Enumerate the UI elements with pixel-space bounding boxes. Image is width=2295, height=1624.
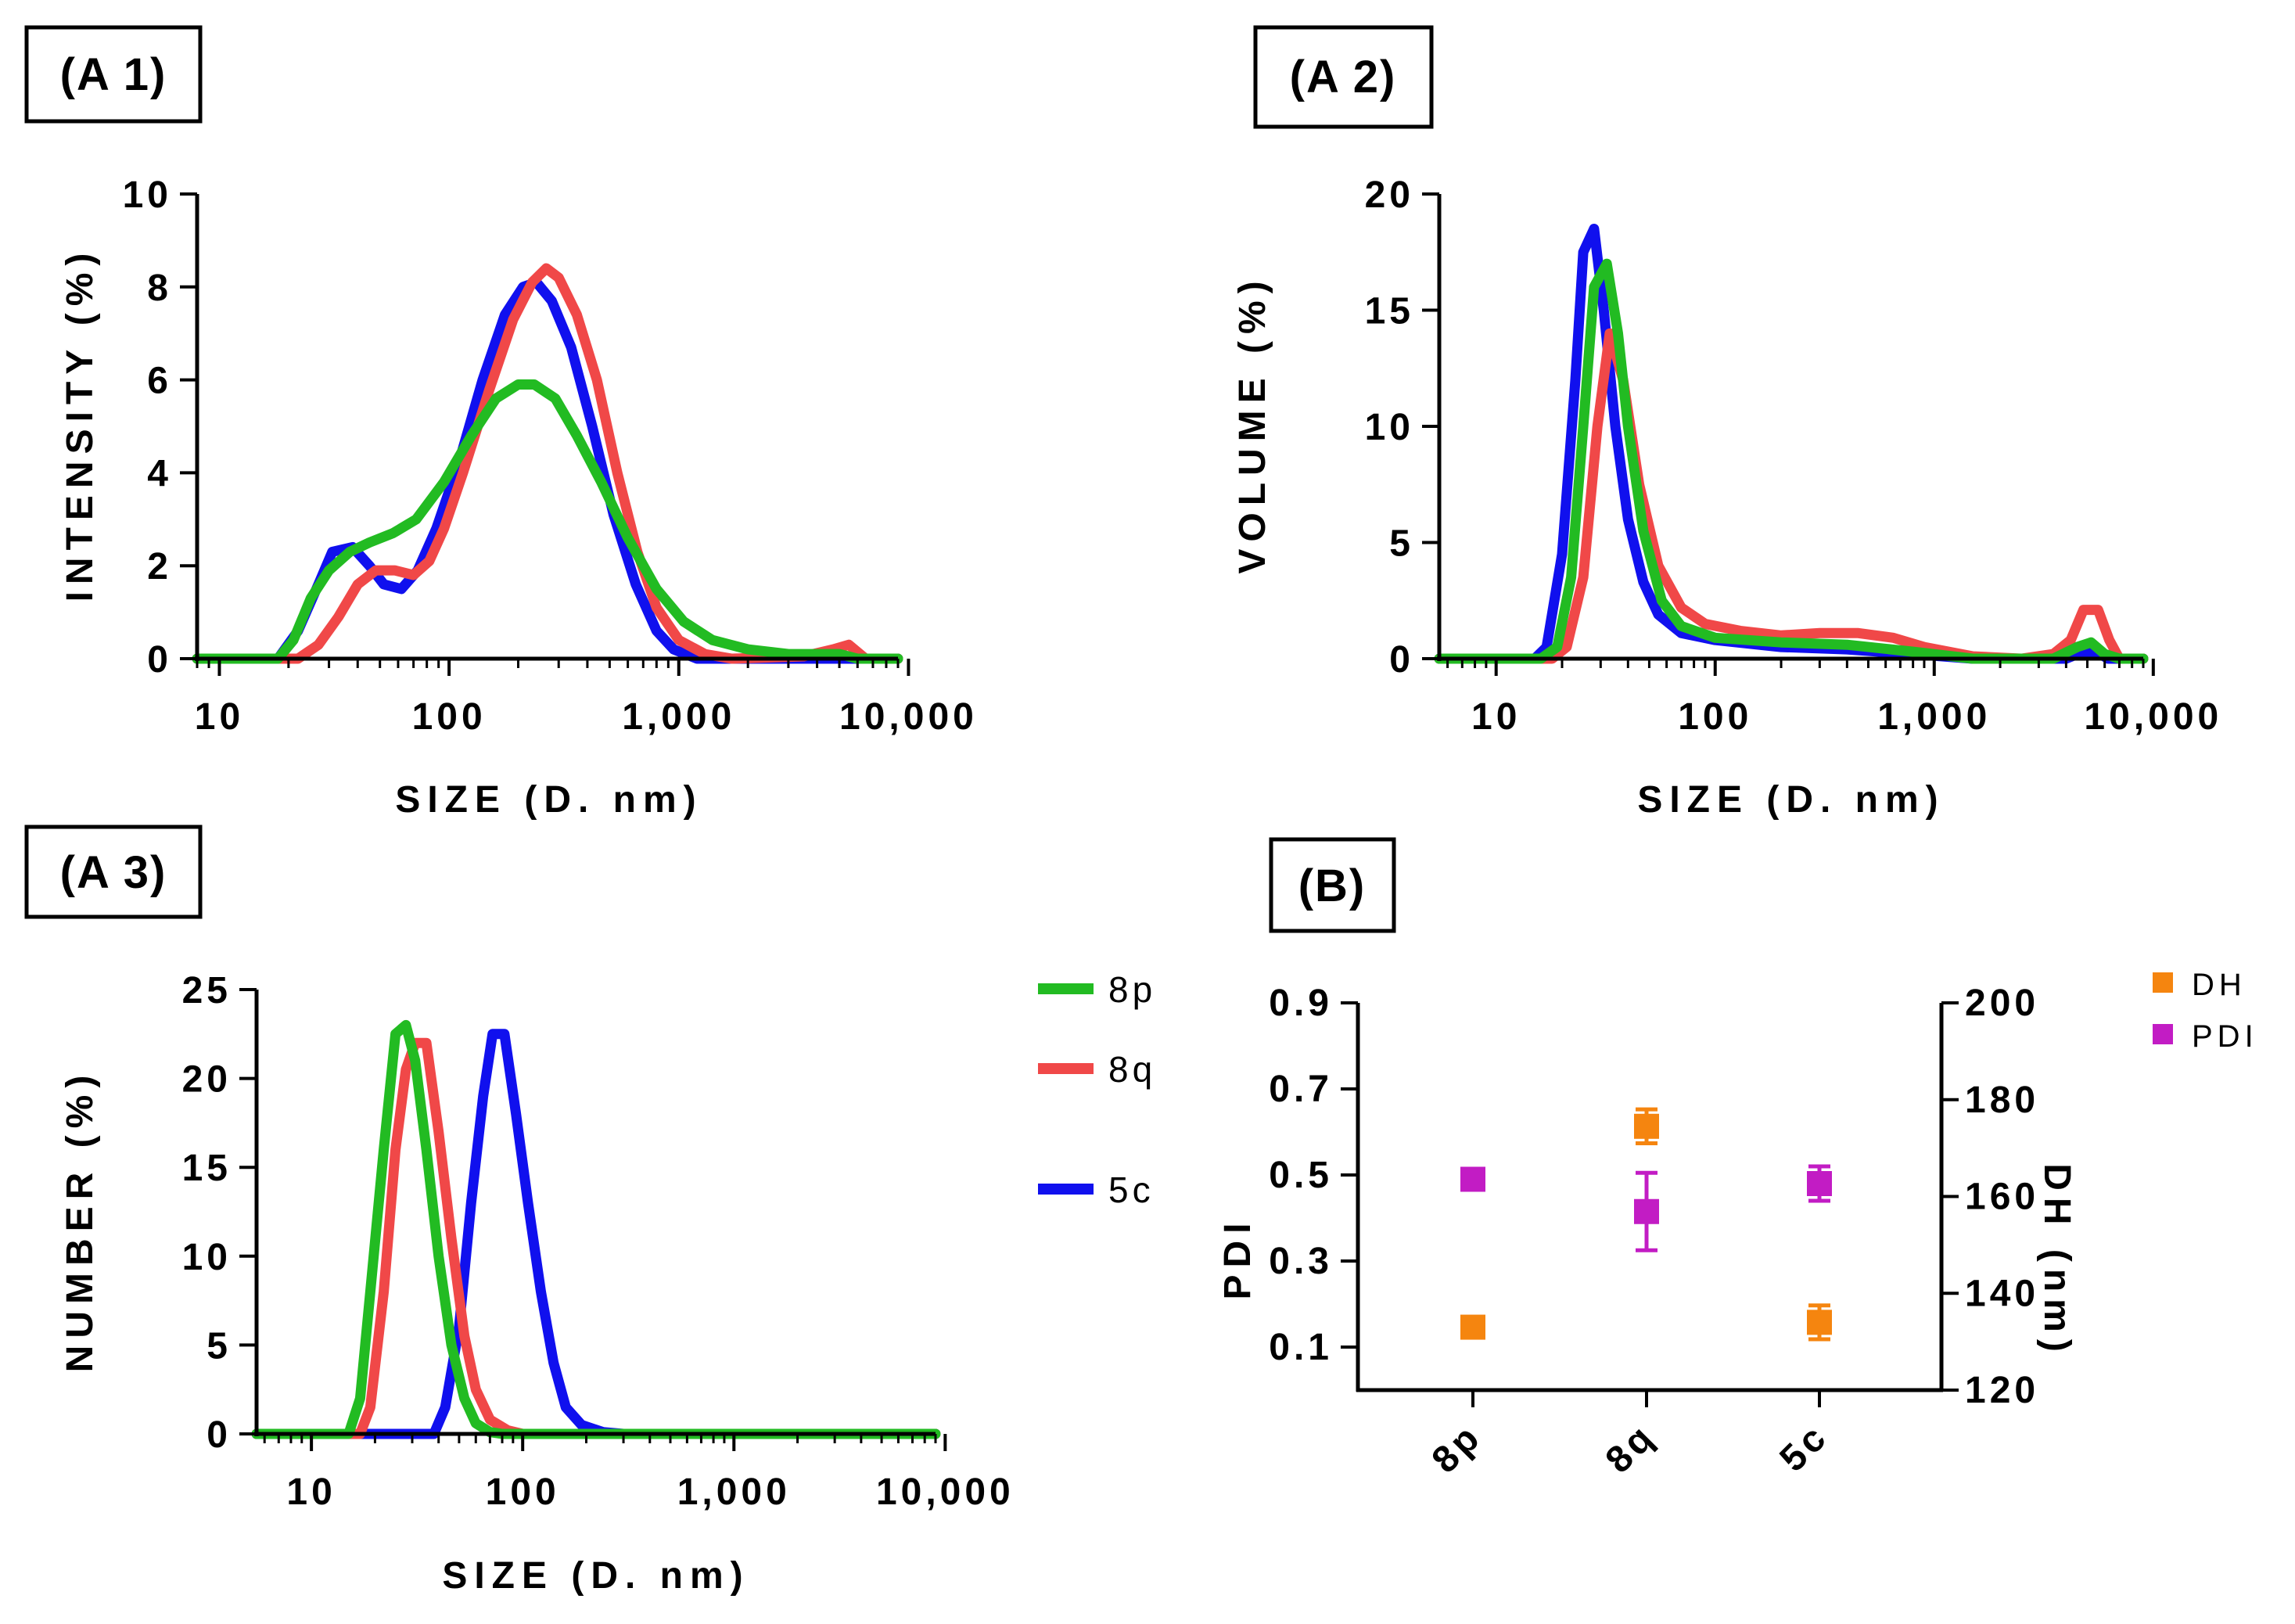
- a2-y-tick-label: 0: [1389, 639, 1414, 681]
- b-y-tick-label: 0.9: [1269, 983, 1333, 1024]
- a3-y-tick-label: 15: [182, 1148, 232, 1189]
- a2-series-5c: [1434, 224, 2149, 664]
- a3-y-tick-label: 25: [182, 970, 232, 1011]
- legend-swatch-pdi: [2153, 1024, 2173, 1044]
- b-y2-tick-label: 140: [1965, 1273, 2039, 1314]
- a1-x-tick-label: 10,000: [839, 696, 978, 738]
- a1-series-8p: [192, 379, 903, 664]
- b-point-PDI-8q: [1634, 1198, 1659, 1224]
- plot-a1: 0 2 4 6 8 10 10 100 1,000 10,000: [123, 174, 978, 738]
- a2-series-8p: [1434, 258, 2149, 664]
- a3-series-8q: [251, 1037, 941, 1439]
- a1-y-tick-label: 2: [147, 546, 172, 587]
- panel-b: (B) 0.1 0.3 0.5 0.7 0.9 120 140 160 180 200 8p 8q 5c…: [1217, 837, 2258, 1481]
- a2-y-tick-label: 10: [1365, 407, 1414, 448]
- a1-x-tick-label: 1,000: [622, 696, 735, 738]
- a1-y-tick-label: 6: [147, 361, 172, 402]
- a1-y-axis-title: INTENSITY (%): [59, 246, 101, 602]
- b-y2-tick-label: 120: [1965, 1370, 2039, 1411]
- b-point-DH-5c: [1807, 1310, 1832, 1335]
- a3-x-tick-label: 10: [286, 1471, 336, 1513]
- a2-x-tick-label: 1,000: [1877, 696, 1991, 738]
- panel-a3: (A 3) 0 5 10 15 20 25 10 100 1,000 10,000 SIZE (D…: [24, 825, 1015, 1597]
- b-x-tick-label: 8q: [1598, 1415, 1664, 1481]
- panel-a1-label-box: [24, 25, 203, 124]
- a1-y-tick-label: 0: [147, 639, 172, 681]
- plot-a3: 0 5 10 15 20 25 10 100 1,000 10,000: [182, 970, 1015, 1513]
- panel-a2-label: (A 2): [1290, 52, 1397, 102]
- b-y2-tick-label: 200: [1965, 983, 2039, 1024]
- a2-y-tick-label: 5: [1389, 523, 1414, 565]
- b-y-tick-label: 0.5: [1269, 1155, 1333, 1196]
- a1-series-5c: [192, 277, 903, 664]
- a3-x-tick-label: 100: [486, 1471, 560, 1513]
- b-y-axis-title: PDI: [1217, 1216, 1259, 1299]
- legend-label-5c: 5c: [1108, 1169, 1155, 1210]
- a2-y-tick-label: 20: [1365, 174, 1414, 216]
- a3-y-tick-label: 10: [182, 1237, 232, 1278]
- b-x-tick-label: 5c: [1772, 1415, 1836, 1479]
- plot-b: 0.1 0.3 0.5 0.7 0.9 120 140 160 180 200 8p 8q 5c: [1269, 983, 2039, 1481]
- a1-series-8q: [192, 263, 903, 664]
- a1-x-tick-label: 10: [195, 696, 244, 738]
- a3-x-tick-label: 1,000: [677, 1471, 791, 1513]
- a1-y-tick-label: 8: [147, 268, 172, 309]
- b-x-tick-label: 8p: [1424, 1415, 1490, 1481]
- a3-series-8p: [251, 1019, 941, 1439]
- a3-y-tick-label: 20: [182, 1059, 232, 1101]
- a2-x-axis-title: SIZE (D. nm): [1637, 779, 1945, 821]
- b-y2-tick-label: 180: [1965, 1080, 2039, 1121]
- a3-x-tick-label: 10,000: [876, 1471, 1015, 1513]
- a1-x-axis-title: SIZE (D. nm): [395, 779, 702, 821]
- panel-a1: (A 1) 0 2 4 6 8 10 10 100 1,000 10,000 SIZE (D. n…: [24, 25, 978, 821]
- a2-x-tick-label: 100: [1678, 696, 1752, 738]
- a1-x-tick-label: 100: [412, 696, 487, 738]
- legend-label-8p: 8p: [1108, 969, 1156, 1010]
- b-point-PDI-5c: [1807, 1171, 1832, 1196]
- panel-a3-label-box: [24, 825, 203, 919]
- b-y-tick-label: 0.1: [1269, 1327, 1333, 1368]
- b-point-DH-8q: [1634, 1113, 1659, 1139]
- panel-b-label: (B): [1298, 861, 1367, 911]
- legend-swatch-dh: [2153, 972, 2173, 993]
- panel-a1-label: (A 1): [60, 49, 167, 100]
- b-y-tick-label: 0.3: [1269, 1241, 1333, 1282]
- a3-y-axis-title: NUMBER (%): [59, 1069, 101, 1373]
- a2-y-axis-title: VOLUME (%): [1232, 274, 1273, 573]
- b-y2-tick-label: 160: [1965, 1177, 2039, 1218]
- a2-x-tick-label: 10: [1471, 696, 1521, 738]
- panel-a2: (A 2) 0 5 10 15 20 10 100 1,000 10,000 SIZE (D. …: [1232, 25, 2222, 821]
- b-y2-axis-title: DH (nm): [2036, 1163, 2078, 1359]
- legend-label-pdi: PDI: [2192, 1019, 2258, 1054]
- a3-x-axis-title: SIZE (D. nm): [442, 1555, 749, 1597]
- plot-a2: 0 5 10 15 20 10 100 1,000 10,000: [1365, 174, 2222, 738]
- a1-y-tick-label: 4: [147, 453, 172, 494]
- legend-label-dh: DH: [2192, 968, 2247, 1002]
- a2-x-tick-label: 10,000: [2084, 696, 2222, 738]
- panel-a3-label: (A 3): [60, 847, 167, 898]
- panel-b-label-box: [1269, 837, 1396, 933]
- a2-y-tick-label: 15: [1365, 291, 1414, 332]
- panel-a2-label-box: [1253, 25, 1434, 129]
- legend-label-8q: 8q: [1108, 1049, 1156, 1090]
- b-point-PDI-8p: [1460, 1166, 1485, 1192]
- a2-series-8q: [1434, 328, 2149, 664]
- a1-y-tick-label: 10: [123, 174, 172, 216]
- legend-a: 8p 8q 5c: [1038, 969, 1156, 1210]
- a3-y-tick-label: 0: [207, 1414, 232, 1456]
- a3-y-tick-label: 5: [207, 1325, 232, 1367]
- b-point-DH-8p: [1460, 1314, 1485, 1340]
- b-y-tick-label: 0.7: [1269, 1069, 1333, 1110]
